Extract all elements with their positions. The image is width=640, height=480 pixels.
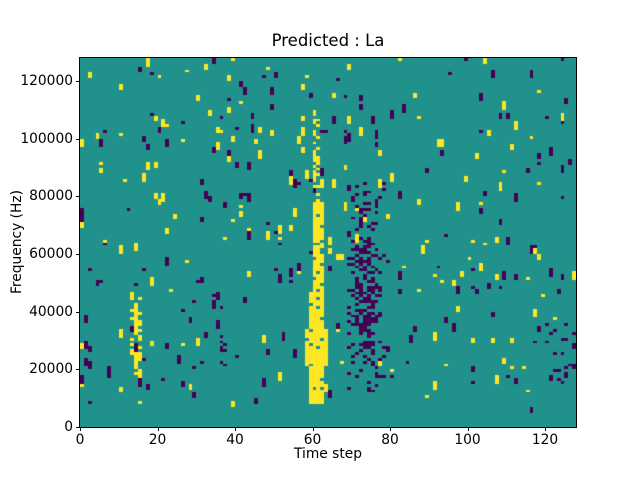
y-tick-mark bbox=[76, 81, 80, 83]
x-tick-label: 0 bbox=[75, 432, 85, 448]
y-tick-mark bbox=[76, 254, 80, 256]
chart-title: Predicted : La bbox=[271, 31, 385, 50]
heatmap-canvas bbox=[80, 58, 576, 427]
plot-area bbox=[79, 57, 577, 428]
y-tick-label: 20000 bbox=[29, 361, 73, 378]
x-tick-mark bbox=[80, 427, 81, 431]
y-tick-label: 80000 bbox=[29, 188, 73, 205]
y-tick-mark bbox=[76, 138, 80, 140]
y-tick-label: 40000 bbox=[29, 303, 73, 320]
x-tick-mark bbox=[545, 427, 546, 431]
y-tick-mark bbox=[76, 427, 80, 428]
y-tick-mark bbox=[76, 196, 80, 198]
x-axis-label: Time step bbox=[294, 446, 362, 462]
y-tick-label: 120000 bbox=[20, 73, 73, 90]
x-tick-label: 40 bbox=[226, 432, 244, 448]
x-tick-label: 20 bbox=[148, 432, 167, 448]
x-tick-label: 60 bbox=[303, 432, 322, 448]
x-tick-label: 100 bbox=[454, 432, 481, 448]
y-tick-label: 60000 bbox=[29, 246, 73, 263]
x-tick-mark bbox=[467, 427, 469, 431]
x-tick-mark bbox=[157, 427, 159, 431]
y-tick-label: 100000 bbox=[20, 130, 73, 147]
x-tick-mark bbox=[235, 427, 236, 431]
x-tick-mark bbox=[390, 427, 391, 431]
y-tick-mark bbox=[76, 311, 80, 313]
x-tick-label: 120 bbox=[531, 432, 559, 448]
y-tick-mark bbox=[76, 369, 80, 371]
y-tick-label: 0 bbox=[64, 419, 73, 435]
y-axis-label: Frequency (Hz) bbox=[9, 189, 25, 295]
x-tick-mark bbox=[312, 427, 314, 431]
x-tick-label: 80 bbox=[381, 432, 399, 448]
